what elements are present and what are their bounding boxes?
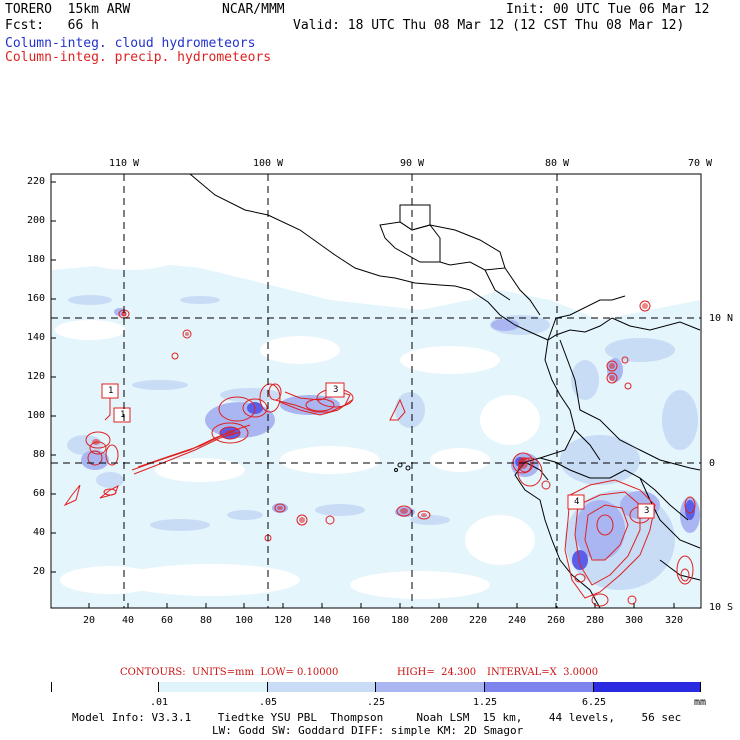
y-tick: 100: [26, 410, 45, 421]
colorbar-label: .25: [366, 697, 386, 708]
contour-units: CONTOURS: UNITS=mm LOW= 0.10000: [120, 667, 339, 678]
x-tick: 220: [468, 615, 488, 626]
x-tick: 160: [351, 615, 371, 626]
valid-time: Valid: 18 UTC Thu 08 Mar 12 (12 CST Thu …: [293, 18, 685, 33]
x-tick: 240: [507, 615, 527, 626]
x-tick: 260: [546, 615, 566, 626]
y-tick: 40: [32, 527, 45, 538]
x-tick: 320: [664, 615, 684, 626]
field-cloud-label: Column-integ. cloud hydrometeors: [5, 36, 256, 51]
contour-box-label: 4: [574, 497, 580, 507]
y-tick: 220: [26, 176, 45, 187]
contour-interval: INTERVAL=X 3.0000: [487, 667, 599, 678]
plot-frame: [50, 173, 702, 609]
x-tick: 80: [199, 615, 213, 626]
contour-box-label: 3: [333, 385, 339, 395]
contour-box-label: 1: [108, 386, 114, 396]
lon-label-80w: 80 W: [544, 158, 570, 169]
lon-label-70w: 70 W: [687, 158, 713, 169]
lat-label-0: 0: [709, 458, 716, 469]
model-physics: LW: Godd SW: Goddard DIFF: simple KM: 2D…: [212, 724, 524, 737]
y-tick: 200: [26, 215, 45, 226]
colorbar-unit: mm: [693, 697, 707, 708]
y-tick: 80: [32, 449, 45, 460]
colorbar-swatch: [485, 682, 594, 692]
x-tick: 60: [160, 615, 174, 626]
colorbar-label: .01: [149, 697, 169, 708]
colorbar-swatch: [159, 682, 268, 692]
org-name: NCAR/MMM: [222, 2, 285, 17]
contour-label-boxes: [101, 382, 655, 519]
lat-label-10s: 10 S: [709, 602, 734, 613]
x-tick: 180: [390, 615, 410, 626]
x-tick: 40: [121, 615, 135, 626]
field-precip-label: Column-integ. precip. hydrometeors: [5, 50, 272, 65]
lon-label-100w: 100 W: [252, 158, 284, 169]
lat-label-10n: 10 N: [709, 313, 734, 324]
colorbar-label: 6.25: [581, 697, 607, 708]
init-time: Init: 00 UTC Tue 06 Mar 12: [506, 2, 710, 17]
x-tick: 300: [624, 615, 644, 626]
lat-lon-grid: [51, 174, 701, 608]
y-tick: 120: [26, 371, 45, 382]
x-tick: 200: [429, 615, 449, 626]
model-info: Model Info: V3.3.1 Tiedtke YSU PBL Thomp…: [72, 711, 682, 724]
model-name: TORERO 15km ARW: [5, 2, 131, 17]
x-tick: 100: [234, 615, 254, 626]
y-tick: 20: [32, 566, 45, 577]
y-tick: 140: [26, 332, 45, 343]
y-tick: 160: [26, 293, 45, 304]
contour-box-label: 1: [120, 410, 126, 420]
x-tick: 20: [82, 615, 96, 626]
colorbar-swatch: [268, 682, 376, 692]
contour-high: HIGH= 24.300: [397, 667, 477, 678]
colorbar-swatch: [376, 682, 485, 692]
lon-label-90w: 90 W: [399, 158, 425, 169]
y-tick: 180: [26, 254, 45, 265]
x-tick: 120: [273, 615, 293, 626]
colorbar-swatch: [594, 682, 700, 692]
x-tick: 140: [312, 615, 332, 626]
x-tick: 280: [585, 615, 605, 626]
y-tick: 60: [32, 488, 45, 499]
colorbar-swatch: [52, 682, 159, 692]
lon-label-110w: 110 W: [108, 158, 140, 169]
colorbar-label: 1.25: [472, 697, 498, 708]
colorbar-label: .05: [258, 697, 278, 708]
forecast-hour: Fcst: 66 h: [5, 18, 99, 33]
contour-box-label: 3: [644, 506, 650, 516]
cloud-shading: [52, 262, 700, 608]
